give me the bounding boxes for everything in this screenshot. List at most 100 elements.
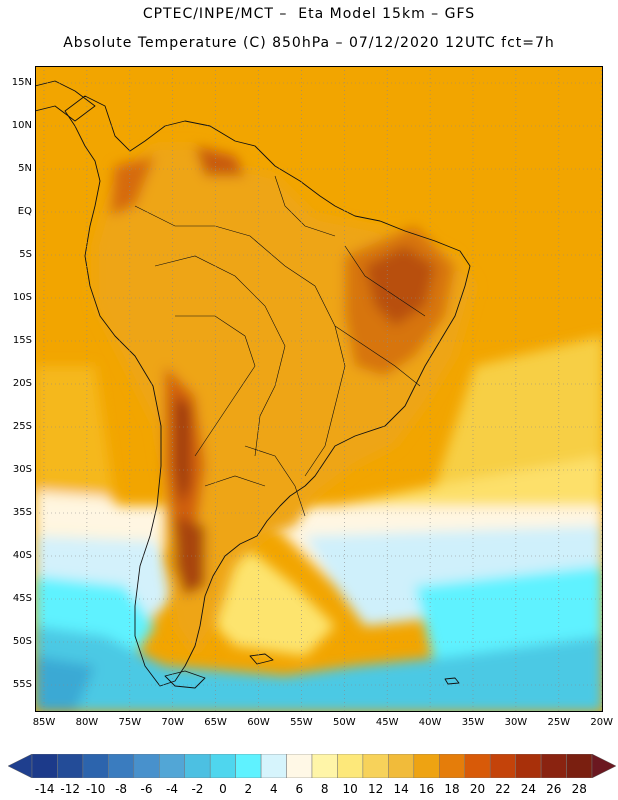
south-america-outline <box>64 95 471 687</box>
colorbar-label: 4 <box>269 782 278 796</box>
lat-label: 10S <box>12 292 32 303</box>
lon-label: 45W <box>375 717 399 728</box>
border-path-6 <box>204 475 266 487</box>
colorbar-label: 24 <box>520 782 536 796</box>
lon-label: 35W <box>461 717 485 728</box>
colorbar-label: 0 <box>219 782 227 796</box>
south-georgia-outline <box>444 677 460 685</box>
lon-label: 70W <box>161 717 184 728</box>
colorbar-swatch <box>235 754 262 778</box>
colorbar-label: 18 <box>444 782 460 796</box>
border-path-7 <box>344 245 426 317</box>
colorbar <box>8 754 616 778</box>
border-path-3 <box>175 315 256 457</box>
colorbar-swatch <box>388 754 415 778</box>
colorbar-swatch <box>286 754 313 778</box>
field-blue-south <box>35 626 603 712</box>
temperature-map <box>35 66 603 712</box>
colorbar-label: -2 <box>191 782 204 796</box>
field-patagonia-hot <box>175 516 205 596</box>
colorbar-swatch <box>159 754 185 778</box>
lat-label: 55S <box>12 679 32 690</box>
lat-label: 50S <box>12 636 32 647</box>
tierra-del-fuego-outline <box>164 670 206 689</box>
lat-label: EQ <box>17 206 32 217</box>
lon-label: 55W <box>290 717 313 728</box>
lat-label: 25S <box>12 421 32 432</box>
border-path-5 <box>244 445 306 517</box>
field-andes-hottest <box>175 396 190 506</box>
field-blue-southwest <box>35 656 95 712</box>
lat-label: 15S <box>12 335 32 346</box>
lat-label: 10N <box>11 120 32 131</box>
colorbar-label: 10 <box>342 782 358 796</box>
colorbar-arrow-left <box>8 754 33 778</box>
lat-label: 15N <box>11 77 32 88</box>
colorbar-swatch <box>540 754 567 778</box>
colorbar-swatch <box>464 754 491 778</box>
lat-label: 5N <box>18 163 32 174</box>
colorbar-arrow-right <box>591 754 616 778</box>
colorbar-swatch <box>57 754 84 778</box>
colorbar-swatch <box>108 754 135 778</box>
colorbar-label: 14 <box>393 782 409 796</box>
colorbar-label: -6 <box>140 782 153 796</box>
colorbar-swatch <box>31 754 58 778</box>
colorbar-swatch <box>566 754 593 778</box>
central-america-outline <box>35 80 96 122</box>
border-path-2 <box>154 255 286 457</box>
lon-label: 30W <box>504 717 528 728</box>
field-yellow-east <box>435 336 603 486</box>
colorbar-swatch <box>209 754 236 778</box>
country-borders <box>134 175 426 517</box>
lat-label: 20S <box>12 378 32 389</box>
border-path-4 <box>274 175 336 237</box>
lon-label: 65W <box>204 717 227 728</box>
colorbar-swatch <box>82 754 109 778</box>
field-cyan-east <box>415 566 603 666</box>
colorbar-swatch <box>337 754 364 778</box>
field-venezuela-hot <box>195 146 245 176</box>
colorbar-label: 6 <box>295 782 304 796</box>
colorbar-label: -10 <box>85 782 106 796</box>
lon-label: 85W <box>32 717 56 728</box>
colorbar-swatch <box>439 754 465 778</box>
lon-label: 75W <box>118 717 142 728</box>
colorbar-swatch <box>260 754 287 778</box>
lat-label: 45S <box>12 593 32 604</box>
field-west-pale-orange <box>35 366 115 506</box>
field-northeast-hotter <box>365 246 435 326</box>
colorbar-swatch <box>311 754 338 778</box>
border-path-1 <box>134 205 346 477</box>
colorbar-label: 2 <box>244 782 253 796</box>
lon-label: 20W <box>590 717 613 728</box>
lat-label: 35S <box>12 507 32 518</box>
colorbar-label: 16 <box>418 782 435 796</box>
colorbar-label: 20 <box>469 782 486 796</box>
map-canvas <box>35 66 603 712</box>
lon-label: 80W <box>75 717 99 728</box>
colorbar-label: 22 <box>495 782 511 796</box>
colorbar-label: 26 <box>546 782 562 796</box>
lat-label: 40S <box>12 550 32 561</box>
colorbar-label: -14 <box>34 782 55 796</box>
border-path-8 <box>334 325 421 387</box>
colorbar-label: 12 <box>367 782 384 796</box>
lat-label: 30S <box>12 464 32 475</box>
title-line-1: CPTEC/INPE/MCT – Eta Model 15km – GFS <box>142 6 476 22</box>
falklands-outline <box>249 653 274 665</box>
colorbar-swatch <box>489 754 516 778</box>
title-line-2: Absolute Temperature (C) 850hPa – 07/12/… <box>63 35 555 51</box>
colorbar-swatch <box>362 754 389 778</box>
colorbar-swatch <box>515 754 542 778</box>
colorbar-label: 28 <box>571 782 587 796</box>
colorbar-label: -8 <box>115 782 128 796</box>
colorbar-swatch <box>133 754 160 778</box>
lat-label: 5S <box>19 249 32 260</box>
graticule <box>35 66 603 712</box>
lon-label: 60W <box>247 717 270 728</box>
map-frame <box>35 66 603 712</box>
coastlines <box>35 80 471 689</box>
colorbar-label: -12 <box>60 782 80 796</box>
colorbar-label: 8 <box>320 782 329 796</box>
